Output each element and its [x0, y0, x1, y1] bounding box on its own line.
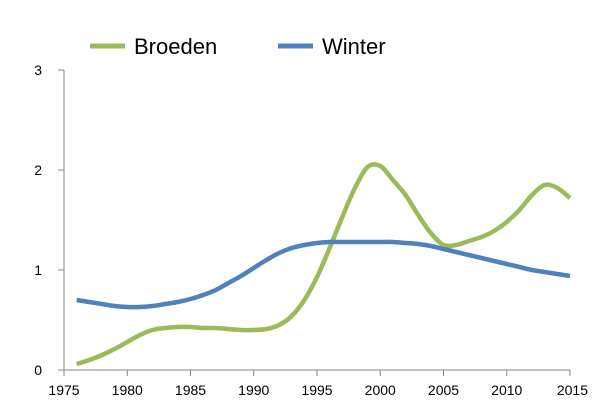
x-tick-label: 2000	[365, 382, 396, 398]
series-line-broeden	[75, 162, 572, 367]
axes	[58, 69, 571, 376]
x-tick-label: 2015	[557, 382, 588, 398]
plot-area	[75, 162, 572, 367]
legend-label-winter: Winter	[322, 34, 386, 59]
legend: Broeden Winter	[90, 34, 386, 59]
x-tick-label: 2010	[491, 382, 522, 398]
y-tick-label: 2	[34, 162, 42, 178]
x-tick-label: 2005	[428, 382, 459, 398]
x-tick-label: 1980	[112, 382, 143, 398]
x-tick-label: 1985	[175, 382, 206, 398]
y-tick-label: 1	[34, 262, 42, 278]
x-tick-label: 1990	[238, 382, 269, 398]
x-tick-label: 1995	[301, 382, 332, 398]
y-tick-label: 3	[34, 62, 42, 78]
legend-label-broeden: Broeden	[134, 34, 217, 59]
series-line-winter	[76, 239, 571, 310]
tick-labels: 0 1 2 3 1975 1980 1985 1990 1995 2000 2005 2010 2015	[34, 62, 588, 398]
y-tick-label: 0	[34, 362, 42, 378]
x-tick-label: 1975	[48, 382, 79, 398]
